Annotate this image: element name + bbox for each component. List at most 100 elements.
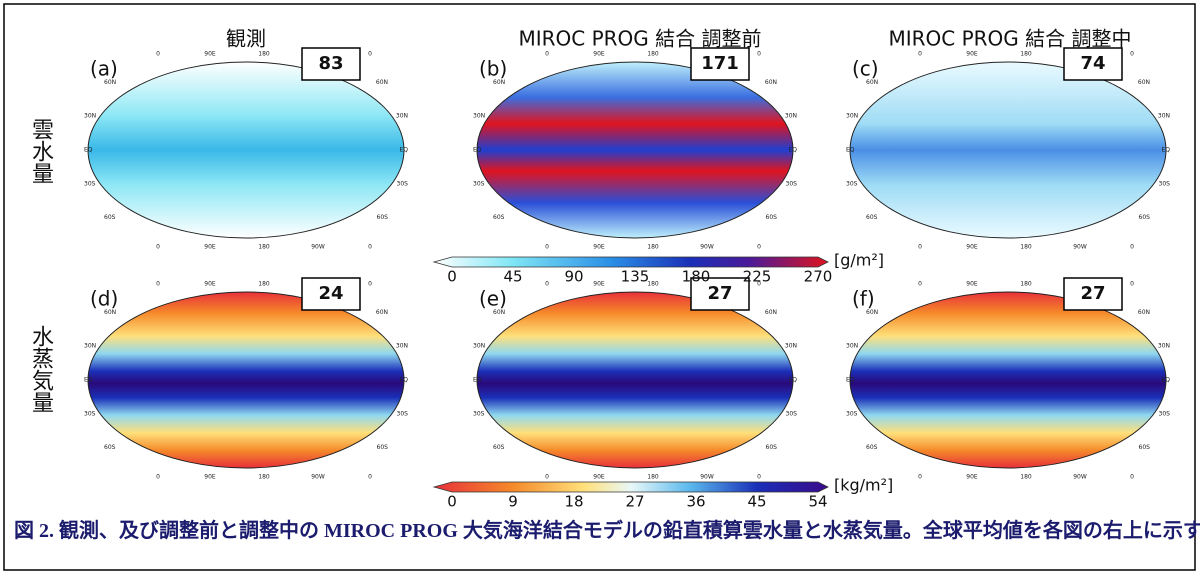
map-lat-label: 60S: [866, 444, 878, 451]
map-lat-label: 30S: [84, 410, 96, 417]
colorbar-tick: 0: [447, 268, 457, 286]
map: [850, 292, 1166, 468]
map-lon-label: 180: [647, 474, 659, 481]
map-lat-label: 60S: [866, 214, 878, 221]
map-lat-label: 30N: [396, 113, 408, 120]
row-label: 水蒸気量: [28, 325, 54, 413]
panel-value: 27: [1080, 283, 1105, 304]
map-lon-label: 0: [368, 474, 372, 481]
map: [88, 62, 404, 238]
colorbar-tick: 27: [625, 493, 644, 511]
map-lon-label: 90W: [700, 244, 714, 251]
colorbar-tick: 9: [508, 493, 518, 511]
map-lon-label: 90W: [311, 474, 325, 481]
map-lon-label: 180: [1020, 281, 1032, 288]
map-lat-label: EQ: [84, 377, 93, 384]
map-lon-label: 0: [368, 281, 372, 288]
map-lat-label: 60S: [1139, 444, 1151, 451]
map-lon-label: 90E: [204, 281, 216, 288]
map-lat-label: 30N: [84, 343, 96, 350]
map-lat-label: 60N: [1138, 79, 1150, 86]
map: [88, 292, 404, 468]
map-lon-label: 0: [156, 474, 160, 481]
colorbar-tick: 0: [447, 493, 457, 511]
map-lon-label: 0: [918, 51, 922, 58]
map-lon-label: 180: [258, 244, 270, 251]
row-label: 雲水量: [28, 118, 54, 184]
panel-label: (a): [90, 57, 118, 81]
map-lon-label: 0: [918, 281, 922, 288]
panel-value: 74: [1080, 53, 1105, 74]
map-lat-label: EQ: [788, 147, 797, 154]
map-lat-label: 60S: [493, 214, 505, 221]
map-lon-label: 0: [156, 281, 160, 288]
map-lon-label: 90E: [204, 244, 216, 251]
map-lon-label: 90E: [966, 51, 978, 58]
map-lat-label: 30N: [84, 113, 96, 120]
panel-value: 27: [707, 283, 732, 304]
map-lon-label: 0: [156, 244, 160, 251]
map-lat-label: 30N: [473, 113, 485, 120]
figure: 観測 MIROC PROG 結合 調整前 MIROC PROG 結合 調整中 雲…: [0, 0, 1200, 574]
map-lat-label: 30S: [1159, 410, 1171, 417]
colorbar-tick: 54: [808, 493, 827, 511]
map-lon-label: 0: [757, 474, 761, 481]
map-lat-label: EQ: [399, 147, 408, 154]
map-lat-label: 30S: [473, 180, 485, 187]
map-lat-label: 60N: [1138, 309, 1150, 316]
map-lat-label: 30S: [786, 410, 798, 417]
map-lat-label: 30N: [396, 343, 408, 350]
map-lon-label: 180: [1020, 474, 1032, 481]
map-lon-label: 0: [368, 51, 372, 58]
map-lon-label: 90E: [593, 51, 605, 58]
map-lat-label: 30N: [785, 343, 797, 350]
caption: 図 2. 観測、及び調整前と調整中の MIROC PROG 大気海洋結合モデルの…: [14, 518, 1200, 544]
map-lat-label: 60S: [766, 444, 778, 451]
panel-label: (c): [852, 57, 879, 81]
map-lat-label: 60N: [765, 79, 777, 86]
map-lon-label: 90E: [593, 281, 605, 288]
map-lat-label: 30S: [1159, 180, 1171, 187]
map-lon-label: 180: [258, 51, 270, 58]
page: {"column_titles": ["観測", "MIROC PROG 結合 …: [0, 0, 1200, 574]
colorbar-tick: 18: [564, 493, 583, 511]
colorbar: [434, 257, 828, 267]
map-lat-label: 60S: [104, 444, 116, 451]
colorbar-unit: [kg/m²]: [834, 476, 893, 495]
map-lon-label: 0: [757, 244, 761, 251]
map-lat-label: 30S: [397, 180, 409, 187]
map-lon-label: 0: [545, 244, 549, 251]
colorbar-tick: 45: [747, 493, 766, 511]
map-lon-label: 180: [647, 244, 659, 251]
map-lon-label: 0: [757, 51, 761, 58]
map-lat-label: EQ: [1161, 377, 1170, 384]
map-lat-label: 30S: [473, 410, 485, 417]
map-lon-label: 0: [368, 244, 372, 251]
colorbar-tick: 45: [503, 268, 522, 286]
map-lat-label: 60S: [493, 444, 505, 451]
map-lat-label: EQ: [473, 377, 482, 384]
map-lat-label: 30N: [1158, 343, 1170, 350]
panel-label: (b): [479, 57, 507, 81]
panel-label: (f): [852, 287, 875, 311]
map-lon-label: 0: [1130, 281, 1134, 288]
map: [850, 62, 1166, 238]
map-lon-label: 90E: [593, 474, 605, 481]
map-lon-label: 90W: [311, 244, 325, 251]
panel-value: 171: [701, 53, 739, 74]
map-lon-label: 0: [1130, 51, 1134, 58]
map-lat-label: 30S: [84, 180, 96, 187]
map-lon-label: 0: [545, 281, 549, 288]
map-lon-label: 90E: [966, 281, 978, 288]
map-lon-label: 180: [258, 474, 270, 481]
map-lat-label: 60N: [765, 309, 777, 316]
map-lon-label: 0: [156, 51, 160, 58]
map-lon-label: 90W: [700, 474, 714, 481]
panel-value: 24: [318, 283, 343, 304]
map-lat-label: 60S: [104, 214, 116, 221]
map-lat-label: 60N: [376, 79, 388, 86]
map-lat-label: 30N: [1158, 113, 1170, 120]
map-lat-label: EQ: [399, 377, 408, 384]
colorbar-tick: 270: [804, 268, 833, 286]
map-lon-label: 0: [1130, 474, 1134, 481]
